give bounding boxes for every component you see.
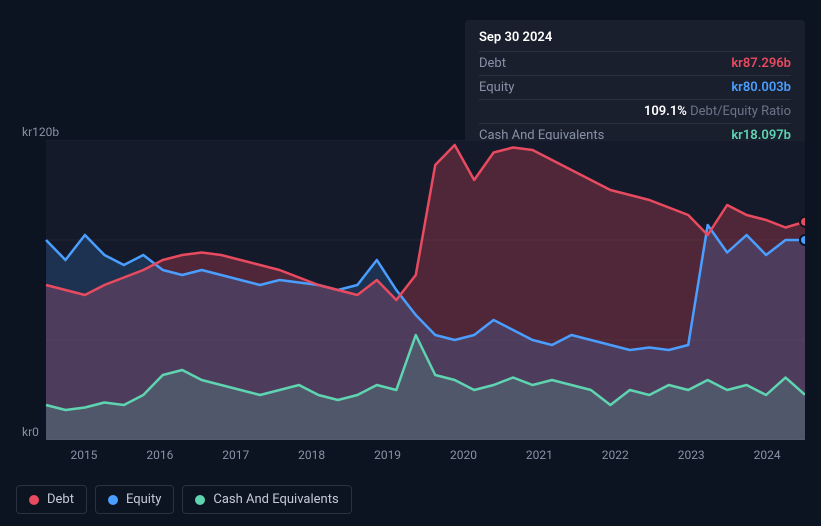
legend-label: Cash And Equivalents — [213, 492, 338, 507]
x-tick-label: 2024 — [729, 448, 805, 462]
y-axis-label-top: kr120b — [22, 125, 59, 139]
legend-item[interactable]: Debt — [16, 485, 87, 514]
tooltip-row: Debt kr87.296b — [479, 51, 791, 75]
legend-dot — [108, 495, 118, 505]
x-tick-label: 2019 — [350, 448, 426, 462]
tooltip-date: Sep 30 2024 — [479, 30, 791, 45]
tooltip-row: 109.1% Debt/Equity Ratio — [479, 99, 791, 123]
legend-label: Equity — [126, 492, 161, 507]
x-axis: 2015201620172018201920202021202220232024 — [46, 448, 805, 462]
legend-dot — [195, 495, 205, 505]
tooltip-row-value: kr87.296b — [731, 56, 791, 71]
tooltip-row-label: Equity — [479, 80, 514, 95]
x-tick-label: 2015 — [46, 448, 122, 462]
x-tick-label: 2018 — [274, 448, 350, 462]
chart-container — [16, 140, 805, 440]
tooltip-row-label: Debt — [479, 56, 506, 71]
tooltip-row: Equity kr80.003b — [479, 75, 791, 99]
data-tooltip: Sep 30 2024 Debt kr87.296b Equity kr80.003b… — [465, 20, 805, 157]
x-tick-label: 2017 — [198, 448, 274, 462]
x-tick-label: 2022 — [577, 448, 653, 462]
tooltip-row-value: kr80.003b — [731, 80, 791, 95]
legend-item[interactable]: Equity — [95, 485, 174, 514]
tooltip-row-value: 109.1% Debt/Equity Ratio — [644, 104, 791, 119]
legend: Debt Equity Cash And Equivalents — [16, 485, 352, 514]
x-tick-label: 2020 — [426, 448, 502, 462]
x-tick-label: 2021 — [501, 448, 577, 462]
legend-item[interactable]: Cash And Equivalents — [182, 485, 351, 514]
x-tick-label: 2016 — [122, 448, 198, 462]
x-tick-label: 2023 — [653, 448, 729, 462]
legend-label: Debt — [47, 492, 74, 507]
area-chart[interactable] — [16, 140, 805, 440]
legend-dot — [29, 495, 39, 505]
